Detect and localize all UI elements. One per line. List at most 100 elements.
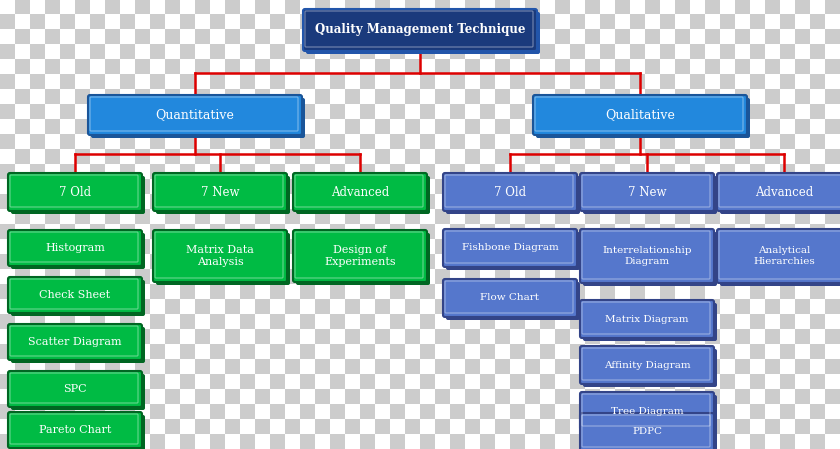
Bar xyxy=(0,179,15,194)
Bar xyxy=(645,179,660,194)
Bar xyxy=(300,209,315,224)
Bar xyxy=(375,164,390,179)
Bar xyxy=(495,284,510,299)
Bar xyxy=(435,104,450,119)
Bar xyxy=(420,194,435,209)
Bar xyxy=(540,119,555,134)
FancyBboxPatch shape xyxy=(8,412,142,448)
Bar xyxy=(435,224,450,239)
Bar xyxy=(165,419,180,434)
Bar xyxy=(630,239,645,254)
Text: Check Sheet: Check Sheet xyxy=(39,290,111,300)
Bar xyxy=(105,404,120,419)
Bar xyxy=(285,134,300,149)
Bar xyxy=(645,254,660,269)
Bar xyxy=(465,419,480,434)
Bar xyxy=(705,104,720,119)
Bar xyxy=(630,44,645,59)
Bar xyxy=(165,404,180,419)
Bar xyxy=(795,0,810,14)
Bar xyxy=(540,104,555,119)
Bar xyxy=(585,59,600,74)
Bar xyxy=(330,269,345,284)
Bar xyxy=(600,284,615,299)
Bar xyxy=(465,284,480,299)
Bar xyxy=(795,134,810,149)
Bar xyxy=(345,29,360,44)
Bar xyxy=(300,359,315,374)
Bar xyxy=(450,119,465,134)
Bar xyxy=(525,104,540,119)
Bar xyxy=(120,224,135,239)
Bar xyxy=(705,344,720,359)
Bar xyxy=(570,284,585,299)
Bar xyxy=(795,404,810,419)
Bar xyxy=(360,344,375,359)
Bar xyxy=(690,0,705,14)
Bar xyxy=(405,134,420,149)
Bar xyxy=(165,119,180,134)
Bar xyxy=(480,149,495,164)
FancyBboxPatch shape xyxy=(720,176,840,214)
FancyBboxPatch shape xyxy=(11,374,145,410)
Bar xyxy=(780,29,795,44)
Bar xyxy=(465,179,480,194)
Bar xyxy=(510,224,525,239)
Bar xyxy=(210,254,225,269)
Bar xyxy=(60,134,75,149)
Bar xyxy=(165,284,180,299)
Bar xyxy=(375,314,390,329)
Bar xyxy=(705,389,720,404)
Bar xyxy=(210,89,225,104)
Bar xyxy=(210,164,225,179)
Bar xyxy=(0,404,15,419)
Bar xyxy=(285,389,300,404)
Bar xyxy=(75,389,90,404)
Bar xyxy=(210,284,225,299)
Bar xyxy=(270,329,285,344)
Bar xyxy=(720,14,735,29)
Bar xyxy=(660,419,675,434)
Bar xyxy=(615,374,630,389)
Bar xyxy=(135,44,150,59)
Bar xyxy=(795,44,810,59)
Bar xyxy=(510,104,525,119)
Bar xyxy=(825,149,840,164)
Bar xyxy=(105,134,120,149)
Bar xyxy=(225,179,240,194)
Bar xyxy=(165,314,180,329)
Bar xyxy=(315,59,330,74)
Bar xyxy=(480,179,495,194)
Bar xyxy=(105,74,120,89)
Bar xyxy=(345,134,360,149)
Bar xyxy=(525,284,540,299)
Bar xyxy=(390,224,405,239)
Bar xyxy=(90,164,105,179)
Bar xyxy=(120,59,135,74)
Bar xyxy=(780,89,795,104)
Bar xyxy=(750,0,765,14)
Bar xyxy=(390,74,405,89)
Bar xyxy=(555,299,570,314)
Bar xyxy=(660,74,675,89)
Bar xyxy=(480,119,495,134)
Bar xyxy=(735,134,750,149)
Bar xyxy=(285,269,300,284)
Bar xyxy=(75,149,90,164)
Bar xyxy=(195,134,210,149)
Bar xyxy=(75,269,90,284)
Bar xyxy=(315,149,330,164)
Bar xyxy=(15,209,30,224)
Bar xyxy=(690,14,705,29)
Bar xyxy=(120,329,135,344)
Bar xyxy=(570,314,585,329)
Bar xyxy=(105,344,120,359)
Bar xyxy=(465,149,480,164)
Bar xyxy=(615,104,630,119)
Bar xyxy=(120,344,135,359)
Bar xyxy=(795,209,810,224)
Bar xyxy=(285,44,300,59)
Bar xyxy=(495,254,510,269)
Bar xyxy=(690,314,705,329)
Bar xyxy=(450,314,465,329)
